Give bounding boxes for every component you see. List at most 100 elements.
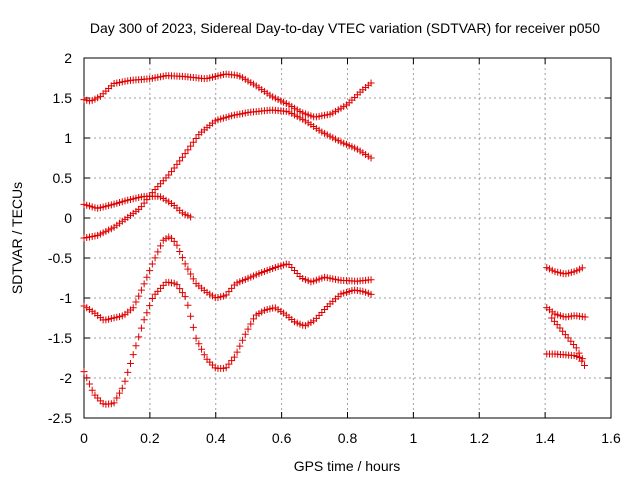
data-point-arc-low (189, 323, 197, 331)
data-point-arc-low (126, 359, 134, 367)
data-point-arc-mid (173, 241, 181, 249)
x-tick-label: 0.6 (272, 430, 292, 446)
data-point-arc-mid (367, 276, 375, 284)
x-tick-label: 0.8 (338, 430, 358, 446)
data-point-arc-low (222, 364, 230, 372)
data-point-late-d (578, 357, 586, 365)
y-tick-label: 0.5 (53, 170, 73, 186)
axis-ticks (83, 57, 612, 419)
data-point-arc-rising (367, 154, 375, 162)
x-tick-label: 1.6 (601, 430, 621, 446)
data-point-late-d (581, 362, 589, 370)
data-point-arc-rising (184, 146, 192, 154)
x-tick-label: 0.4 (206, 430, 226, 446)
y-tick-label: 2 (64, 50, 72, 66)
data-point-arc-mid (187, 270, 195, 278)
x-tick-label: 0 (80, 430, 88, 446)
x-tick-label: 0.2 (140, 430, 160, 446)
data-point-arc-rising (170, 164, 178, 172)
y-tick-label: 1 (64, 130, 72, 146)
data-point-late-a (578, 264, 586, 272)
data-point-arc-low (225, 360, 233, 368)
data-point-late-b (581, 313, 589, 321)
y-tick-label: 1.5 (53, 90, 73, 106)
y-tick-label: -1.5 (48, 330, 72, 346)
data-point-arc-top (367, 79, 375, 87)
data-point-arc-mid (132, 298, 140, 306)
data-point-arc-low (85, 380, 93, 388)
data-point-arc-low (137, 324, 145, 332)
y-tick-labels: -2.5 -2 -1.5 -1 -0.5 0 0.5 1 1.5 2 (48, 50, 72, 426)
data-point-arc-mid (129, 304, 137, 312)
data-point-arc-mid (170, 237, 178, 245)
data-point-arc-low (80, 368, 88, 376)
data-point-arc-rising (187, 142, 195, 150)
data-point-arc-rising (176, 157, 184, 165)
data-point-arc-low (198, 345, 206, 353)
data-point-arc-mid (154, 248, 162, 256)
data-point-arc-low (140, 316, 148, 324)
data-point-arc-low (121, 377, 129, 385)
data-point-arc-low (118, 384, 126, 392)
data-point-arc-low (236, 342, 244, 350)
data-point-arc-short (187, 213, 195, 221)
data-point-late-d (575, 349, 583, 357)
x-axis-label: GPS time / hours (294, 458, 401, 474)
data-point-arc-mid (176, 247, 184, 255)
data-point-arc-low (230, 353, 238, 361)
data-point-arc-low (143, 309, 151, 317)
data-point-arc-mid (143, 273, 151, 281)
data-point-arc-low (249, 315, 257, 323)
x-tick-labels: 0 0.2 0.4 0.6 0.8 1 1.2 1.4 1.6 (80, 430, 621, 446)
data-point-arc-mid (140, 280, 148, 288)
data-point-arc-low (184, 301, 192, 309)
data-point-arc-mid (151, 254, 159, 262)
data-point-arc-rising (173, 160, 181, 168)
x-tick-label: 1.2 (470, 430, 490, 446)
data-point-arc-low (116, 389, 124, 397)
data-point-arc-low (88, 386, 96, 394)
y-tick-label: 0 (64, 210, 72, 226)
data-point-arc-mid (157, 242, 165, 250)
data-point-arc-low (148, 295, 156, 303)
data-point-arc-low (367, 290, 375, 298)
data-point-arc-low (228, 357, 236, 365)
data-point-arc-low (176, 285, 184, 293)
data-point-arc-low (124, 368, 132, 376)
y-axis-label: SDTVAR / TECUs (9, 182, 25, 294)
data-point-arc-low (135, 333, 143, 341)
data-point-arc-low (187, 312, 195, 320)
data-point-arc-low (173, 281, 181, 289)
data-point-arc-low (146, 302, 154, 310)
data-point-arc-mid (146, 267, 154, 275)
data-point-arc-low (239, 336, 247, 344)
data-point-arc-low (241, 330, 249, 338)
data-point-arc-low (200, 351, 208, 359)
y-tick-label: -2 (60, 370, 73, 386)
data-points (80, 70, 589, 408)
y-tick-label: -2.5 (48, 410, 72, 426)
data-point-arc-low (129, 351, 137, 359)
data-point-late-d (572, 344, 580, 352)
data-point-arc-low (247, 320, 255, 328)
data-point-arc-low (244, 325, 252, 333)
data-point-arc-low (195, 340, 203, 348)
y-tick-label: -1 (60, 290, 73, 306)
data-point-arc-rising (178, 153, 186, 161)
data-point-arc-mid (181, 260, 189, 268)
data-point-arc-rising (192, 134, 200, 142)
data-point-arc-low (233, 348, 241, 356)
data-point-arc-rising (181, 150, 189, 158)
data-point-arc-low (132, 342, 140, 350)
data-point-arc-low (192, 334, 200, 342)
data-point-arc-low (110, 399, 118, 407)
grid-lines (84, 58, 611, 418)
data-point-arc-rising (189, 138, 197, 146)
data-point-arc-mid (184, 265, 192, 273)
data-point-arc-low (113, 394, 121, 402)
data-point-arc-mid (135, 292, 143, 300)
x-tick-label: 1.4 (535, 430, 555, 446)
data-point-arc-mid (137, 286, 145, 294)
